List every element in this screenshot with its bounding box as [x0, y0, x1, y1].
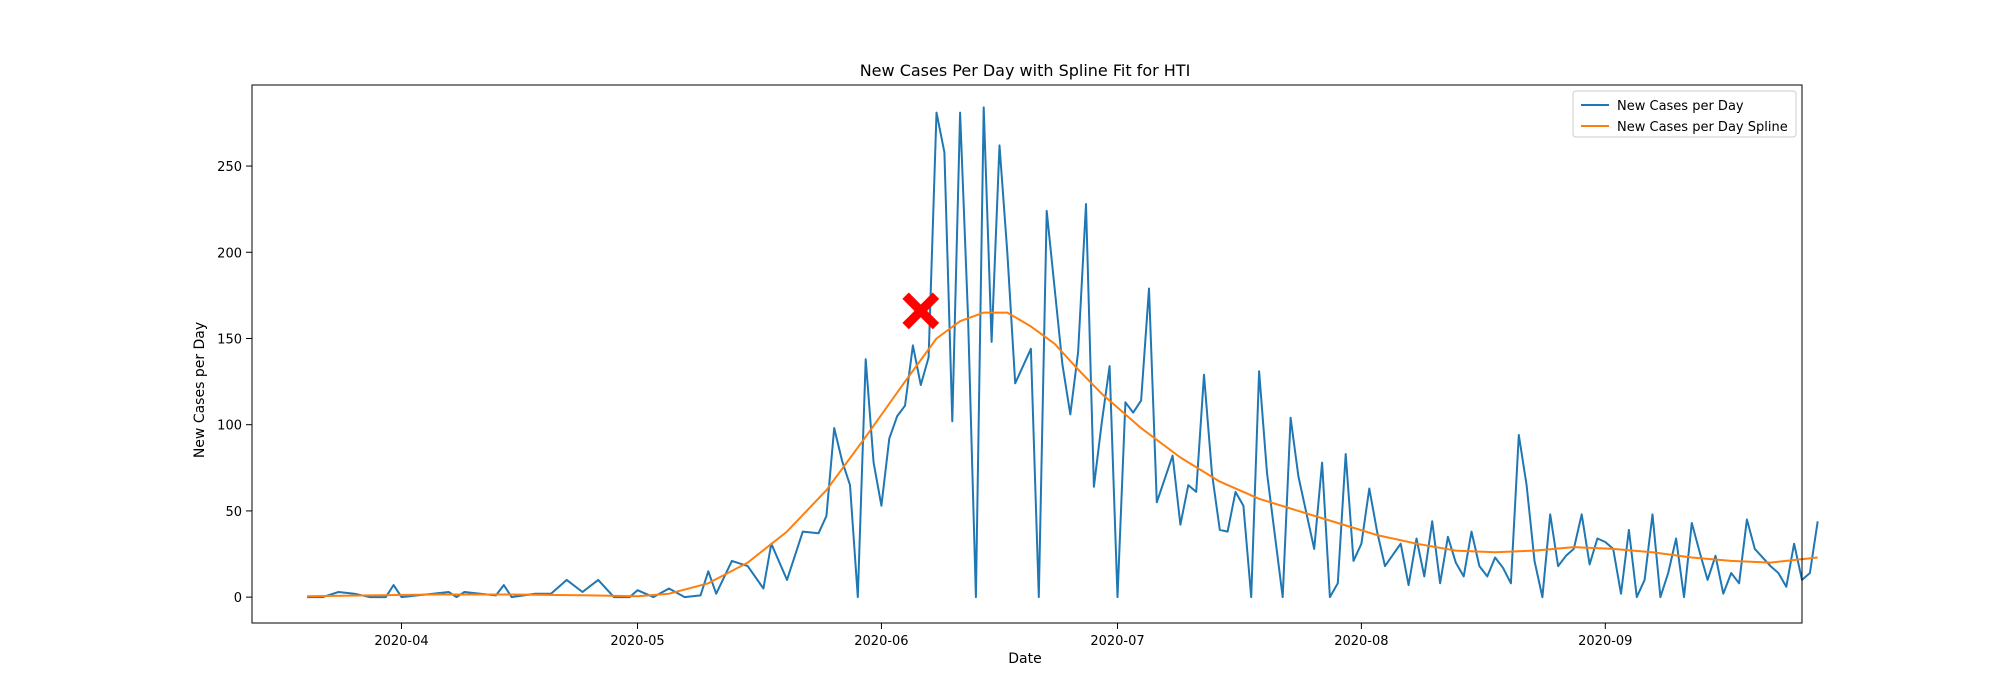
legend-label: New Cases per Day Spline [1617, 120, 1788, 135]
x-tick-label: 2020-07 [1090, 634, 1144, 649]
plot-frame [251, 84, 1803, 624]
x-tick-label: 2020-08 [1334, 634, 1388, 649]
x-tick-label: 2020-09 [1578, 634, 1632, 649]
y-tick-label: 250 [217, 160, 242, 175]
legend-box [1572, 90, 1797, 138]
x-tick-label: 2020-06 [854, 634, 908, 649]
y-tick-label: 50 [225, 505, 242, 520]
x-tick-label: 2020-04 [374, 634, 428, 649]
y-tick-label: 0 [234, 591, 242, 606]
y-tick-label: 200 [217, 246, 242, 261]
x-tick-label: 2020-05 [610, 634, 664, 649]
legend: New Cases per Day New Cases per Day Splin… [1572, 90, 1797, 138]
peak-marker [902, 292, 940, 330]
chart-title: New Cases Per Day with Spline Fit for HT… [860, 61, 1191, 80]
y-axis-label: New Cases per Day [192, 322, 208, 458]
series-line-2 [307, 311, 1818, 598]
series-line-1 [307, 106, 1819, 599]
legend-label: New Cases per Day [1617, 99, 1744, 114]
y-tick-label: 150 [217, 332, 242, 347]
y-tick-label: 100 [217, 419, 242, 434]
peak-marker-stroke [902, 292, 940, 330]
x-axis-label: Date [1008, 651, 1041, 667]
